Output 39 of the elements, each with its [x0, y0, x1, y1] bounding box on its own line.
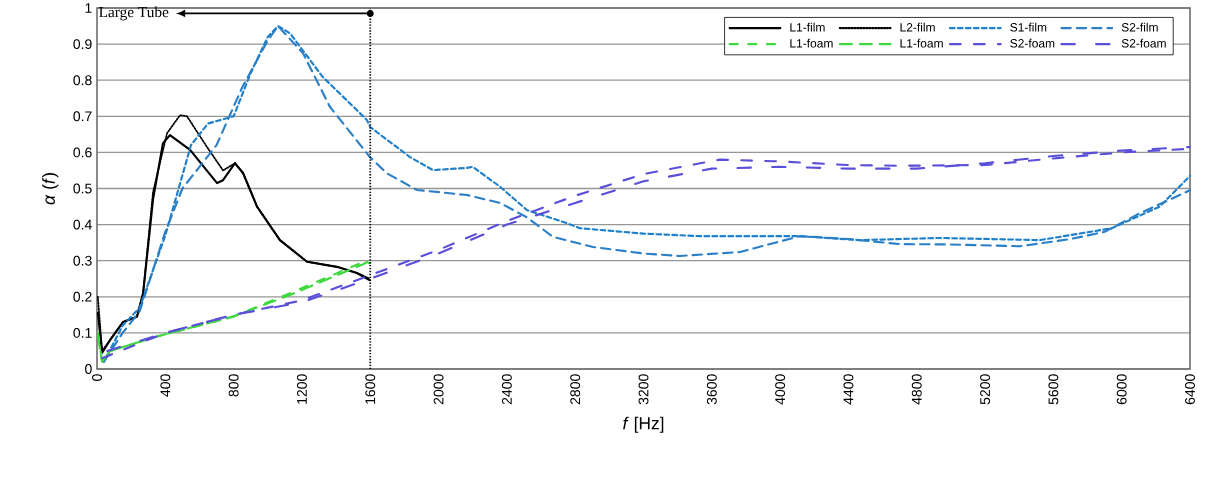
y-tick-label: 0.7	[73, 111, 92, 122]
x-tick-label: 1200	[297, 374, 307, 404]
x-tick-label: 2000	[433, 374, 444, 405]
y-tick-label: 0.4	[73, 219, 92, 230]
y-tick-label: 0.8	[73, 75, 92, 86]
y-tick-label: 0.5	[73, 183, 92, 194]
legend-label: L1-foam	[790, 38, 833, 48]
y-tick-label: 0	[85, 364, 92, 374]
x-tick-label: 400	[160, 374, 171, 397]
legend-label: S1-film	[1010, 22, 1047, 32]
x-tick-label: 3200	[638, 374, 649, 405]
x-tick-label: 800	[228, 374, 239, 397]
x-tick-label: 0	[92, 374, 102, 381]
y-tick-label: 1	[85, 3, 92, 13]
x-tick-label: 4800	[911, 374, 922, 405]
y-tick-label: 0.1	[73, 327, 92, 338]
x-tick-label: 5600	[1048, 374, 1059, 405]
y-tick-label: 0.2	[73, 291, 92, 302]
annotation: Large Tube	[99, 6, 169, 21]
y-tick-label: 0.3	[73, 255, 92, 266]
y-axis-title: α (f)	[42, 173, 59, 205]
y-tick-label: 0.6	[73, 147, 92, 158]
x-tick-label: 1600	[365, 374, 376, 404]
legend-label: S2-foam	[1010, 38, 1055, 48]
x-tick-label: 3600	[706, 374, 717, 405]
x-tick-label: 4400	[843, 374, 854, 405]
x-tick-label: 6400	[1185, 374, 1195, 405]
x-tick-label: 2400	[501, 374, 512, 405]
legend-label: S2-foam	[1121, 38, 1166, 48]
x-axis-title: f [Hz]	[623, 416, 664, 433]
x-tick-label: 2800	[570, 374, 581, 405]
legend-label: S2-film	[1121, 22, 1158, 32]
legend-label: L1-foam	[900, 38, 943, 48]
legend-label: L1-film	[790, 22, 825, 32]
x-tick-label: 4000	[775, 374, 786, 405]
x-tick-label: 6000	[1116, 374, 1127, 405]
y-tick-label: 0.9	[73, 39, 92, 50]
legend-label: L2-film	[900, 22, 935, 32]
x-tick-label: 5200	[980, 374, 991, 405]
